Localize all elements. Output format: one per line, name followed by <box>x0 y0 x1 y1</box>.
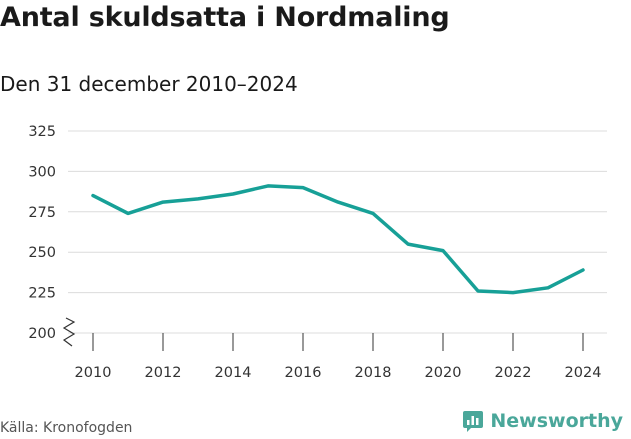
x-tick-label: 2022 <box>495 365 532 381</box>
x-tick-label: 2014 <box>215 365 252 381</box>
y-tick-label: 200 <box>28 326 56 342</box>
x-tick-label: 2012 <box>145 365 182 381</box>
axis-break-zigzag <box>62 317 76 347</box>
chart-subtitle: Den 31 december 2010–2024 <box>0 72 298 96</box>
y-tick-label: 250 <box>28 245 56 261</box>
bar-chart-speech-bubble-icon <box>463 411 484 432</box>
x-axis-ticks: 2010 2012 2014 2016 2018 2020 2022 2024 <box>75 333 602 381</box>
x-tick-label: 2016 <box>285 365 322 381</box>
source-note: Källa: Kronofogden <box>0 420 133 436</box>
x-tick-label: 2020 <box>425 365 462 381</box>
y-tick-label: 325 <box>28 124 56 140</box>
chart-title: Antal skuldsatta i Nordmaling <box>0 2 450 33</box>
y-tick-label: 225 <box>28 286 56 302</box>
brand-name: Newsworthy <box>490 410 623 432</box>
gridlines <box>68 130 607 334</box>
y-tick-label: 275 <box>28 205 56 221</box>
x-tick-label: 2024 <box>565 365 602 381</box>
x-tick-label: 2010 <box>75 365 112 381</box>
y-axis-ticks: 200 225 250 275 300 325 <box>28 124 56 342</box>
axis-break-icon <box>62 317 76 347</box>
brand-logo: Newsworthy <box>462 410 623 432</box>
y-tick-label: 300 <box>28 164 56 180</box>
x-tick-label: 2018 <box>355 365 392 381</box>
series-line <box>91 184 585 295</box>
